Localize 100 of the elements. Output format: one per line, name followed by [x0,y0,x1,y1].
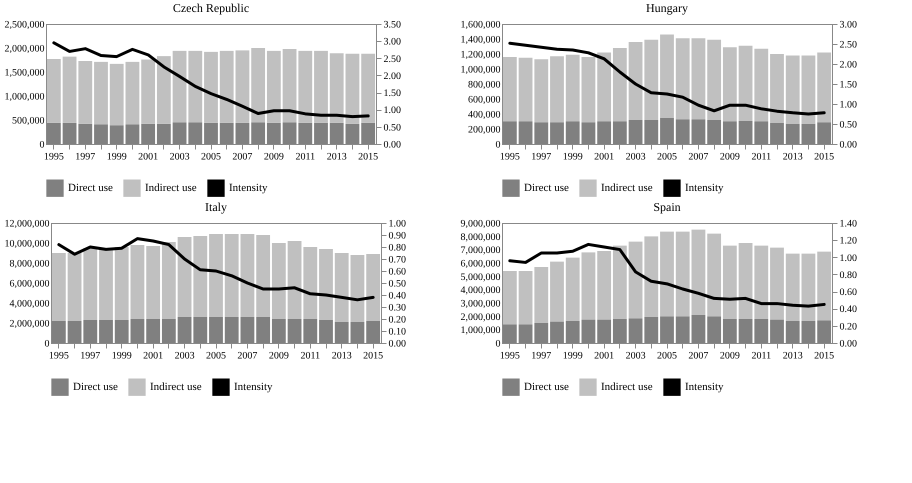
y2-tick-label: 0.40 [840,304,857,316]
x-tick-label: 1997 [531,350,552,362]
y2-tick-label: 2.50 [384,54,401,65]
line-series [52,41,370,118]
y-tick-label: 1,000,000 [460,325,500,336]
bar [770,54,784,123]
bar [566,54,580,122]
y2-tick-label: 0.80 [388,242,406,254]
x-tick-label: 2011 [751,350,772,362]
y2-tick-label: 1.00 [840,100,857,110]
y-tick-label: 6,000,000 [460,258,500,270]
bar [754,48,768,122]
y-tick-label: 10,000,000 [4,238,50,250]
y2-tick-label: 0.00 [384,140,401,150]
legend-label: Indirect use [601,381,653,394]
y-tick-label: 1,200,000 [460,50,500,60]
legend-label: Intensity [229,182,268,194]
y-tick-label: 9,000,000 [460,218,500,230]
x-tick-label: 1999 [106,152,127,162]
y2-tick-label: 2.50 [840,40,857,50]
bar [193,236,208,317]
line-series [508,242,826,308]
y2-tick-label: 0.60 [388,266,406,278]
y-tick-label: 1,000,000 [460,64,500,76]
legend-label: Intensity [685,182,724,194]
y-tick-label: 5,000,000 [460,272,500,283]
x-tick-label: 2007 [232,152,252,162]
y2-tick-label: 3.00 [384,36,401,48]
x-tick-label: 2003 [174,350,195,362]
line-series [57,237,375,302]
bar [83,248,98,320]
line-series [508,42,826,116]
y-tick-label: 1,500,000 [4,68,44,78]
x-tick-label: 1997 [75,152,96,162]
legend-label: Direct use [524,381,570,394]
x-tick-label: 2007 [688,152,708,162]
y2-tick-label: 1.00 [384,105,401,116]
bar [644,40,658,120]
y2-tick-label: 0.00 [840,140,857,150]
x-tick-label: 2009 [268,350,289,362]
x-tick-label: 2013 [326,152,347,162]
x-tick-label: 2013 [782,152,803,162]
bar [314,50,328,123]
y2-tick-label: 0.50 [384,122,401,134]
y2-tick-label: 0.00 [388,338,406,350]
y-tick-label: 0 [44,338,50,350]
y2-tick-label: 2.00 [840,60,857,70]
chart-title: Czech Republic [172,1,250,15]
y-tick-label: 0 [496,338,500,350]
y2-tick-label: 1.50 [384,88,401,100]
x-tick-label: 1995 [500,152,520,162]
y2-tick-label: 1.40 [840,218,857,230]
y-tick-label: 4,000,000 [10,298,50,310]
x-tick-label: 1995 [48,350,69,362]
y2-tick-label: 0.50 [840,120,857,130]
y2-tick-label: 0.40 [388,290,406,302]
x-tick-label: 2011 [300,350,320,362]
bar [550,56,564,122]
y-tick-label: 2,000,000 [10,318,50,330]
x-tick-label: 1999 [112,350,132,362]
y-tick-label: 8,000,000 [460,232,500,243]
legend-label: Indirect use [145,182,197,194]
x-tick-label: 2009 [720,350,740,362]
y-tick-label: 1,400,000 [460,34,500,46]
x-tick-label: 2015 [814,152,834,162]
x-tick-label: 2005 [657,350,677,362]
x-tick-label: 2009 [720,152,740,162]
x-tick-label: 1997 [80,350,100,362]
y-tick-label: 0 [40,140,44,150]
y2-tick-label: 0.50 [388,278,406,290]
y2-tick-label: 0.20 [840,321,857,332]
x-tick-label: 1997 [531,152,552,162]
x-tick-label: 1995 [500,350,520,362]
y2-tick-label: 0.70 [388,254,406,266]
x-tick-label: 2007 [237,350,258,362]
x-tick-label: 2001 [143,350,164,362]
chart-title: Hungary [646,1,688,15]
y-tick-label: 12,000,000 [4,218,50,230]
y-tick-label: 400,000 [468,110,500,120]
y-tick-label: 600,000 [468,94,500,106]
x-tick-label: 2003 [626,152,646,162]
bar [209,234,223,317]
chart-title: Spain [653,200,681,214]
x-tick-label: 2013 [782,350,803,362]
chart-title: Italy [205,200,227,214]
x-tick-label: 1995 [44,152,64,162]
x-tick-label: 2009 [264,152,284,162]
y-tick-label: 7,000,000 [460,245,500,256]
y-tick-label: 2,000,000 [460,312,500,323]
y2-tick-label: 3.00 [840,20,857,30]
bar [334,253,349,322]
bar [94,62,108,124]
x-tick-label: 2003 [170,152,190,162]
x-tick-label: 2015 [358,152,378,162]
x-tick-label: 2003 [626,350,646,362]
legend-label: Direct use [524,182,570,194]
y2-tick-label: 1.00 [840,252,857,264]
x-tick-label: 2001 [138,152,158,162]
y-tick-label: 1,600,000 [460,20,500,30]
bar [644,236,658,317]
